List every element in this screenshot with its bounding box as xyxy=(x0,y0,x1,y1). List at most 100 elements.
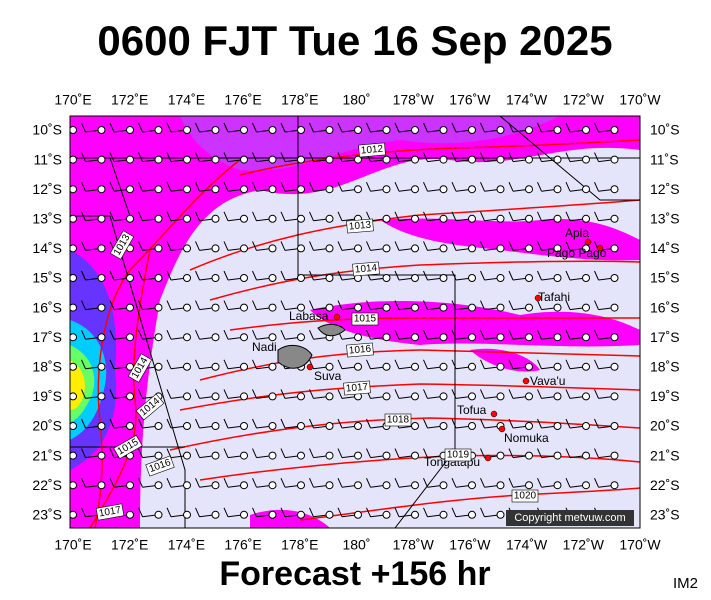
barb-feather xyxy=(394,152,400,162)
barb-feather xyxy=(223,181,229,192)
barb-station xyxy=(97,422,106,430)
barb-station xyxy=(610,333,619,342)
isobar-label-box xyxy=(135,393,165,421)
barb-feather xyxy=(223,211,229,222)
barb-feather xyxy=(166,418,172,429)
barb-feather xyxy=(480,241,485,251)
longitude-label-bottom: 172˚W xyxy=(563,537,605,553)
isobar-label-box xyxy=(343,380,371,396)
barb-feather xyxy=(537,241,542,251)
barb-feather xyxy=(565,477,571,488)
barb-station xyxy=(439,303,448,312)
barb-station xyxy=(496,333,505,342)
barb-feather xyxy=(480,300,485,310)
barb-station xyxy=(354,185,362,194)
longitude-label-bottom: 178˚W xyxy=(393,537,435,553)
place-label: Nomuka xyxy=(504,431,549,445)
barb-station xyxy=(382,451,391,460)
barb-feather xyxy=(280,270,286,281)
barb-feather xyxy=(280,418,286,429)
barb-station xyxy=(439,126,448,134)
barb-feather xyxy=(594,418,599,429)
barb-station xyxy=(582,185,590,194)
place-label: Labasa xyxy=(289,309,329,323)
barb-feather xyxy=(423,389,428,399)
barb-feather xyxy=(594,152,599,162)
barb-feather xyxy=(394,389,400,399)
barb-feather xyxy=(138,300,143,310)
barb-feather xyxy=(195,507,200,518)
barb-station xyxy=(183,451,191,460)
barb-station xyxy=(382,303,391,312)
barb-station xyxy=(70,451,77,460)
barb-station xyxy=(553,451,562,460)
copyright-box xyxy=(506,510,634,526)
barb-feather xyxy=(166,389,172,399)
barb-station xyxy=(325,126,334,134)
longitude-label-top: 180˚ xyxy=(342,92,370,108)
barb-station xyxy=(183,481,191,490)
barb-feather xyxy=(480,507,485,518)
isobar-label-text: 1017 xyxy=(98,505,122,520)
barb-feather xyxy=(394,270,400,281)
latitude-label-left: 13˚S xyxy=(32,211,62,227)
barb-feather xyxy=(451,270,457,281)
isobar-label-text: 1012 xyxy=(360,144,384,157)
barb-station xyxy=(297,451,305,460)
barb-station xyxy=(211,451,220,460)
barb-feather xyxy=(594,211,599,222)
barb-feather xyxy=(565,241,571,251)
barb-station xyxy=(411,274,419,282)
latitude-label-left: 18˚S xyxy=(32,359,62,375)
barb-station xyxy=(126,481,134,490)
barb-station xyxy=(154,510,163,519)
barb-feather xyxy=(451,418,457,429)
barb-feather xyxy=(565,181,571,192)
barb-feather xyxy=(366,300,371,310)
barb-feather xyxy=(252,181,257,192)
latitude-label-left: 16˚S xyxy=(32,299,62,315)
barb-station xyxy=(525,244,533,253)
barb-feather xyxy=(366,241,371,251)
barb-station xyxy=(325,155,334,164)
barb-station xyxy=(325,392,334,401)
barb-feather xyxy=(537,270,542,281)
barb-feather xyxy=(337,122,343,133)
barb-feather xyxy=(309,122,314,133)
barb-feather xyxy=(508,211,514,222)
barb-station xyxy=(325,214,334,223)
barb-station xyxy=(468,274,476,282)
isobars xyxy=(89,139,640,528)
barb-station xyxy=(496,392,505,401)
barb-station xyxy=(582,155,590,164)
place-label: Suva xyxy=(314,369,342,383)
barb-feather xyxy=(252,448,257,458)
longitude-label-bottom: 176˚E xyxy=(224,537,261,553)
isobar-label-text: 1013 xyxy=(348,220,372,233)
barb-feather xyxy=(594,300,599,310)
barb-station xyxy=(525,303,533,312)
barb-station xyxy=(354,333,362,342)
barb-feather xyxy=(537,477,542,488)
barb-feather xyxy=(508,477,514,488)
barb-station xyxy=(525,481,533,490)
barb-feather xyxy=(81,181,86,192)
barb-feather xyxy=(280,477,286,488)
barb-station xyxy=(183,155,191,164)
barb-feather xyxy=(309,448,314,458)
barb-station xyxy=(211,155,220,164)
barb-feather xyxy=(451,300,457,310)
barb-feather xyxy=(565,418,571,429)
barb-station xyxy=(354,126,362,134)
barb-station xyxy=(325,185,334,194)
barb-station xyxy=(553,244,562,253)
barb-station xyxy=(70,362,77,371)
barb-station xyxy=(525,362,533,371)
barb-feather xyxy=(480,152,485,162)
barb-feather xyxy=(309,241,314,251)
barb-station xyxy=(268,155,277,164)
barb-feather xyxy=(252,389,257,399)
barb-station xyxy=(354,481,362,490)
barb-station xyxy=(496,126,505,134)
barb-feather xyxy=(594,389,599,399)
